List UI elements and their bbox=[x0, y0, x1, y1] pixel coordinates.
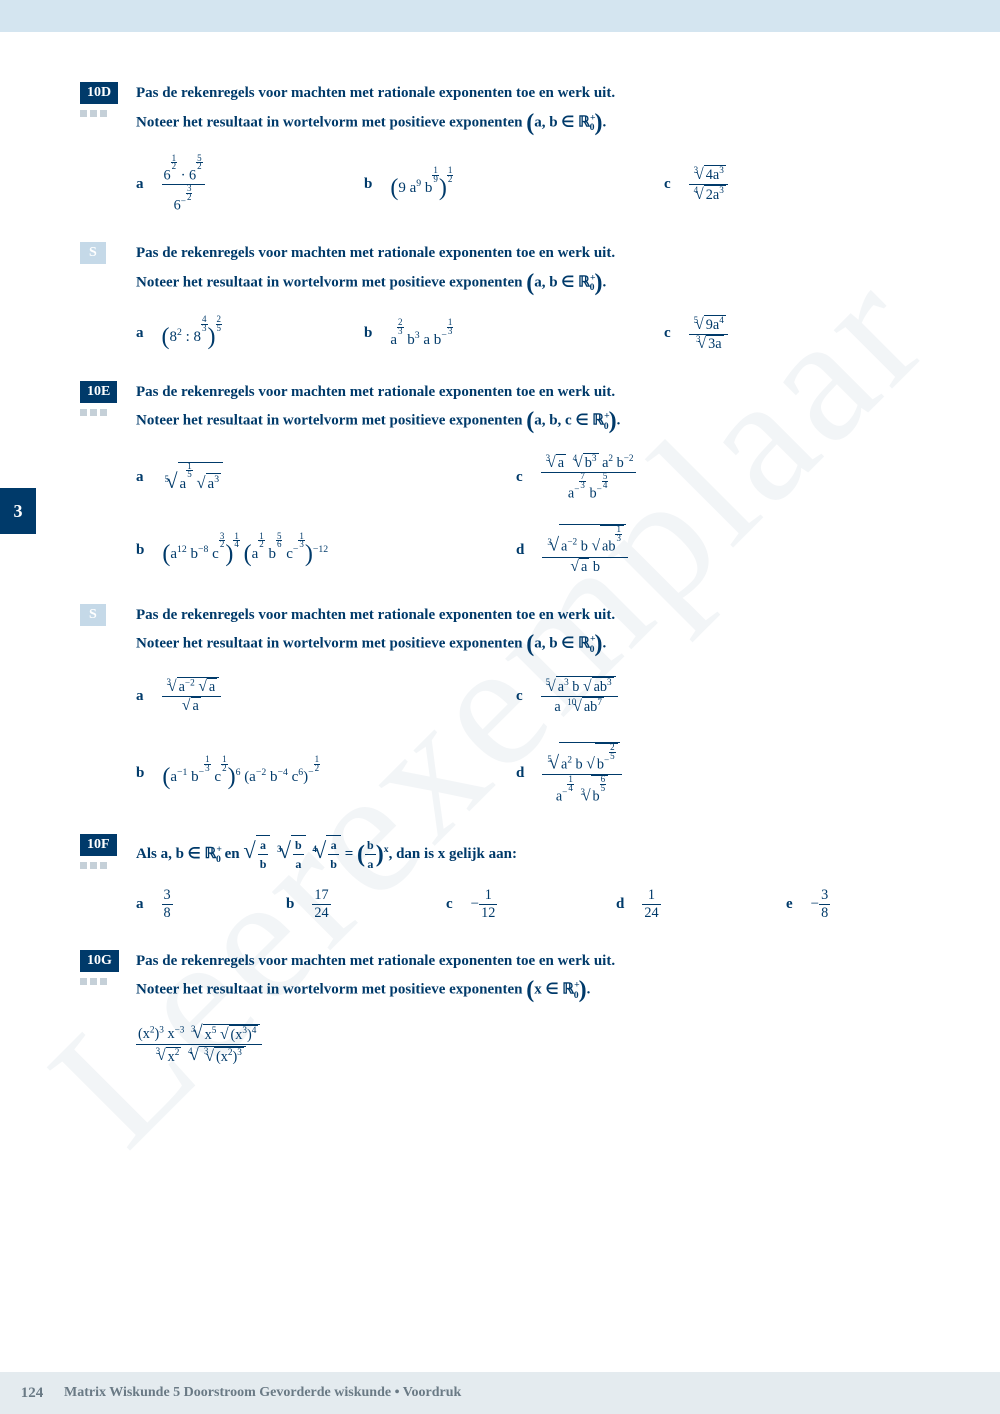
exercise-text: Pas de rekenregels voor machten met rati… bbox=[136, 604, 615, 663]
line2: Noteer het resultaat in wortelvorm met p… bbox=[136, 403, 620, 439]
exercise-10G: 10G Pas de rekenregels voor machten met … bbox=[80, 950, 950, 1066]
footer-text: Matrix Wiskunde 5 Doorstroom Gevorderde … bbox=[64, 1385, 461, 1401]
exercise-text: Pas de rekenregels voor machten met rati… bbox=[136, 242, 615, 301]
line1: Pas de rekenregels voor machten met rati… bbox=[136, 604, 615, 627]
part-b-label: b bbox=[364, 325, 372, 342]
opt-a: a bbox=[136, 896, 144, 913]
math-S2-b: (a−1 b−13 c12)6 (a−2 b−4 c6)−12 bbox=[162, 756, 320, 791]
page-content: 10D Pas de rekenregels voor machten met … bbox=[80, 82, 950, 1093]
math-S1-c: 5√9a43√3a bbox=[689, 315, 728, 353]
math-10D-b: (9 a9 b19)12 bbox=[390, 167, 453, 202]
part-d-label: d bbox=[516, 765, 524, 782]
part-a-label: a bbox=[136, 469, 144, 486]
line2: Noteer het resultaat in wortelvorm met p… bbox=[136, 626, 615, 662]
part-c-label: c bbox=[516, 469, 523, 486]
difficulty-dots bbox=[80, 862, 107, 869]
math-S2-d: 5√a2 b √b−25a−14 3√b65 bbox=[542, 742, 621, 806]
math-S1-a: (82 : 843)25 bbox=[162, 316, 223, 351]
line2: Noteer het resultaat in wortelvorm met p… bbox=[136, 265, 615, 301]
math-10E-c: 3√a 4√b3 a2 b−2a−73 b−54 bbox=[541, 453, 636, 502]
val-e: −38 bbox=[811, 887, 831, 922]
val-a: 38 bbox=[162, 887, 173, 922]
val-b: 1724 bbox=[312, 887, 330, 922]
opt-c: c bbox=[446, 896, 453, 913]
exercise-text: Als a, b ∈ ℝ+0 en √ab 3√ba 4√ab = (ba)x,… bbox=[136, 834, 517, 873]
opt-d: d bbox=[616, 896, 624, 913]
exercise-S2: S Pas de rekenregels voor machten met ra… bbox=[80, 604, 950, 806]
part-d-label: d bbox=[516, 542, 524, 559]
exercise-text: Pas de rekenregels voor machten met rati… bbox=[136, 381, 620, 440]
opt-e: e bbox=[786, 896, 793, 913]
part-a-label: a bbox=[136, 176, 144, 193]
part-c-label: c bbox=[516, 688, 523, 705]
page-number: 124 bbox=[0, 1385, 64, 1402]
exercise-text: Pas de rekenregels voor machten met rati… bbox=[136, 950, 615, 1009]
exercise-10F: 10F Als a, b ∈ ℝ+0 en √ab 3√ba 4√ab = (b… bbox=[80, 834, 950, 922]
math-10E-b: (a12 b−8 c32)14 (a12 b56 c−13)−12 bbox=[162, 533, 328, 568]
math-S2-a: 3√a−2 √a√a bbox=[162, 677, 222, 715]
line1: Pas de rekenregels voor machten met rati… bbox=[136, 82, 615, 105]
line1: Pas de rekenregels voor machten met rati… bbox=[136, 242, 615, 265]
difficulty-dots bbox=[80, 110, 107, 117]
line2: Noteer het resultaat in wortelvorm met p… bbox=[136, 972, 615, 1008]
val-d: 124 bbox=[642, 887, 660, 922]
line2: Noteer het resultaat in wortelvorm met p… bbox=[136, 105, 615, 141]
badge-10E: 10E bbox=[80, 381, 117, 403]
val-c: −112 bbox=[471, 887, 498, 922]
part-c-label: c bbox=[664, 176, 671, 193]
badge-S2: S bbox=[80, 604, 106, 626]
page-footer: 124 Matrix Wiskunde 5 Doorstroom Gevorde… bbox=[0, 1372, 1000, 1414]
exercise-text: Pas de rekenregels voor machten met rati… bbox=[136, 82, 615, 141]
part-c-label: c bbox=[664, 325, 671, 342]
opt-b: b bbox=[286, 896, 294, 913]
badge-10F: 10F bbox=[80, 834, 117, 856]
part-a-label: a bbox=[136, 688, 144, 705]
line1: Pas de rekenregels voor machten met rati… bbox=[136, 950, 615, 973]
math-10E-d: 3√a−2 b √ab13√a b bbox=[542, 524, 628, 575]
math-S2-c: 5√a3 b √ab3a 10√ab7 bbox=[541, 676, 618, 716]
chapter-tab: 3 bbox=[0, 488, 36, 534]
line1: Pas de rekenregels voor machten met rati… bbox=[136, 381, 620, 404]
difficulty-dots bbox=[80, 409, 107, 416]
badge-S1: S bbox=[80, 242, 106, 264]
exercise-S1: S Pas de rekenregels voor machten met ra… bbox=[80, 242, 950, 352]
part-b-label: b bbox=[364, 176, 372, 193]
exercise-10E: 10E Pas de rekenregels voor machten met … bbox=[80, 381, 950, 576]
top-bar bbox=[0, 0, 1000, 32]
math-10G: (x2)3 x−3 3√x5 √(x3)43√x2 4√3√(x2)3 bbox=[136, 1022, 262, 1065]
badge-10G: 10G bbox=[80, 950, 119, 972]
math-10D-c: 3√4a34√2a3 bbox=[689, 165, 728, 204]
math-S1-b: a23 b3 a b−13 bbox=[390, 319, 453, 349]
part-a-label: a bbox=[136, 325, 144, 342]
part-b-label: b bbox=[136, 765, 144, 782]
math-10D-a: 612 · 6526−32 bbox=[162, 155, 205, 215]
exercise-10D: 10D Pas de rekenregels voor machten met … bbox=[80, 82, 950, 214]
math-10E-a: 5√a15 √a3 bbox=[162, 462, 224, 494]
difficulty-dots bbox=[80, 978, 107, 985]
badge-10D: 10D bbox=[80, 82, 118, 104]
part-b-label: b bbox=[136, 542, 144, 559]
